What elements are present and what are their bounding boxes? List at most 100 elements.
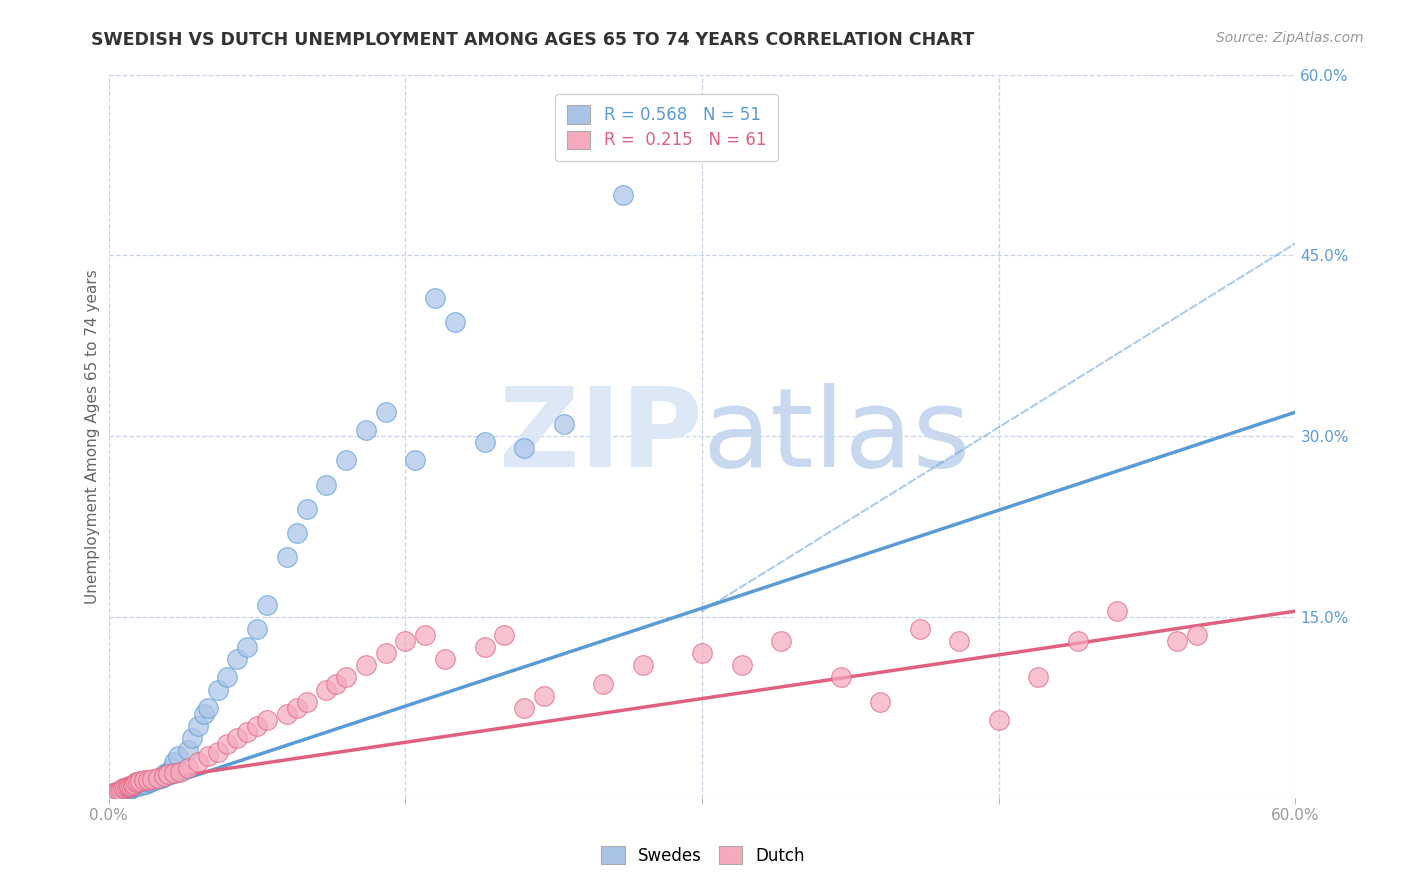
Point [207, 745, 229, 759]
Point [129, 778, 152, 792]
Point [1185, 628, 1208, 642]
Point [1067, 634, 1090, 648]
Point [124, 776, 146, 790]
Point [513, 700, 536, 714]
Point [394, 634, 416, 648]
Point [127, 779, 149, 793]
Point [104, 785, 127, 799]
Point [163, 765, 186, 780]
Point [117, 781, 139, 796]
Point [285, 525, 308, 540]
Point [354, 658, 377, 673]
Point [869, 695, 891, 709]
Point [125, 779, 148, 793]
Point [193, 706, 215, 721]
Point [276, 706, 298, 721]
Point [139, 775, 162, 789]
Point [207, 682, 229, 697]
Point [148, 771, 170, 785]
Point [226, 652, 249, 666]
Point [444, 315, 467, 329]
Point [423, 291, 446, 305]
Point [117, 779, 139, 793]
Point [150, 771, 173, 785]
Point [830, 670, 852, 684]
Point [533, 689, 555, 703]
Point [124, 780, 146, 795]
Point [143, 772, 166, 787]
Point [631, 658, 654, 673]
Point [136, 775, 159, 789]
Point [335, 670, 357, 684]
Text: SWEDISH VS DUTCH UNEMPLOYMENT AMONG AGES 65 TO 74 YEARS CORRELATION CHART: SWEDISH VS DUTCH UNEMPLOYMENT AMONG AGES… [91, 31, 974, 49]
Point [127, 775, 149, 789]
Point [197, 700, 219, 714]
Point [374, 405, 396, 419]
Point [374, 646, 396, 660]
Point [295, 501, 318, 516]
Point [177, 743, 200, 757]
Point [160, 761, 183, 775]
Point [115, 780, 138, 795]
Point [474, 640, 496, 655]
Point [157, 767, 180, 781]
Point [120, 781, 142, 796]
Point [612, 188, 634, 202]
Point [413, 628, 436, 642]
Point [246, 719, 269, 733]
Point [111, 784, 134, 798]
Point [114, 781, 136, 796]
Point [135, 776, 157, 790]
Point [107, 785, 129, 799]
Point [131, 778, 153, 792]
Point [180, 731, 202, 745]
Text: ZIP: ZIP [499, 383, 702, 490]
Point [187, 755, 209, 769]
Point [315, 682, 337, 697]
Point [256, 713, 278, 727]
Point [513, 442, 536, 456]
Point [335, 453, 357, 467]
Point [246, 622, 269, 636]
Point [148, 772, 170, 786]
Point [163, 755, 186, 769]
Point [553, 417, 575, 432]
Point [153, 769, 176, 783]
Point [315, 477, 337, 491]
Point [592, 676, 614, 690]
Point [236, 640, 259, 655]
Point [217, 737, 239, 751]
Point [217, 670, 239, 684]
Point [117, 780, 139, 795]
Point [295, 695, 318, 709]
Point [434, 652, 457, 666]
Point [770, 634, 793, 648]
Point [134, 772, 156, 787]
Point [167, 748, 190, 763]
Point [226, 731, 249, 745]
Point [325, 676, 347, 690]
Point [987, 713, 1010, 727]
Point [141, 772, 163, 786]
Point [948, 634, 970, 648]
Point [187, 719, 209, 733]
Point [1166, 634, 1188, 648]
Point [1028, 670, 1050, 684]
Text: Source: ZipAtlas.com: Source: ZipAtlas.com [1216, 31, 1364, 45]
Point [111, 781, 134, 796]
Point [114, 784, 136, 798]
Point [120, 779, 142, 793]
Point [157, 764, 180, 779]
Point [110, 782, 132, 797]
Text: atlas: atlas [702, 383, 970, 490]
Y-axis label: Unemployment Among Ages 65 to 74 years: Unemployment Among Ages 65 to 74 years [86, 268, 100, 604]
Point [121, 778, 143, 792]
Point [256, 598, 278, 612]
Legend: Swedes, Dutch: Swedes, Dutch [589, 835, 817, 877]
Point [404, 453, 426, 467]
Point [354, 423, 377, 437]
Point [285, 700, 308, 714]
Point [236, 724, 259, 739]
Point [107, 784, 129, 798]
Point [169, 764, 191, 779]
